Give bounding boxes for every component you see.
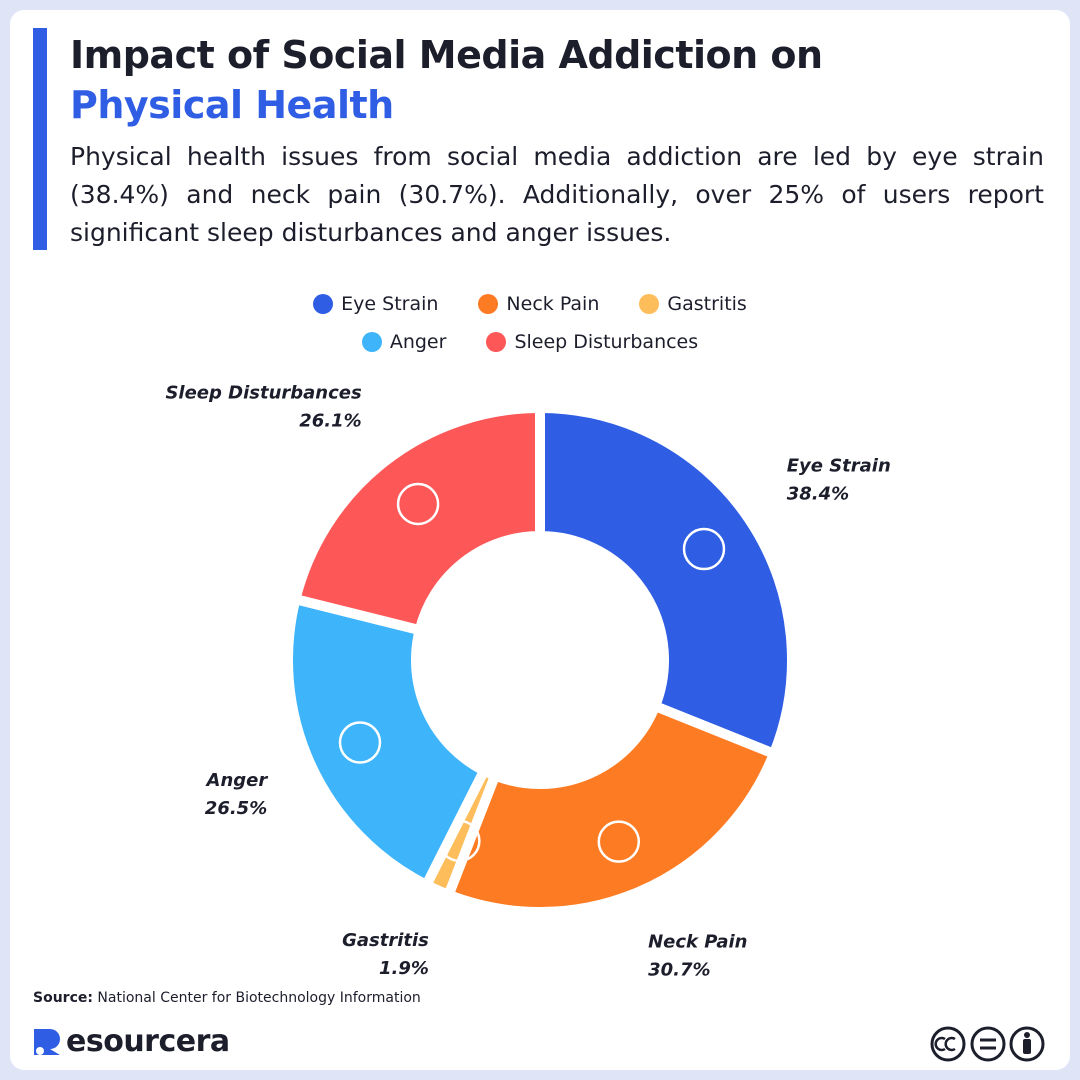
source-text: National Center for Biotechnology Inform… bbox=[97, 990, 421, 1006]
brand-logo bbox=[34, 1028, 60, 1055]
segment-icon bbox=[597, 820, 641, 863]
data-label-name: Sleep Disturbances bbox=[165, 382, 362, 403]
brand: esourcera bbox=[32, 1024, 230, 1059]
legend-item: Neck Pain bbox=[478, 292, 599, 316]
legend-swatch bbox=[313, 294, 334, 314]
legend-item: Eye Strain bbox=[313, 292, 438, 316]
data-label-name: Gastritis bbox=[342, 930, 429, 951]
donut-segment bbox=[283, 593, 491, 892]
legend-label: Sleep Disturbances bbox=[514, 331, 699, 353]
donut-segment bbox=[442, 699, 781, 917]
title: Impact of Social Media Addiction on Physi… bbox=[70, 30, 1050, 130]
legend-label: Anger bbox=[389, 331, 447, 353]
data-label-value: 38.4% bbox=[787, 484, 849, 505]
legend-swatch bbox=[639, 294, 660, 314]
data-label-name: Neck Pain bbox=[648, 931, 747, 952]
legend-swatch bbox=[361, 332, 382, 352]
donut-segment bbox=[535, 402, 797, 761]
data-label-name: Anger bbox=[205, 770, 269, 791]
legend-label: Neck Pain bbox=[506, 293, 600, 315]
legend-swatch bbox=[478, 294, 499, 314]
segment-icon bbox=[338, 721, 382, 764]
title-highlight: Physical Health bbox=[70, 83, 394, 127]
data-label-value: 26.5% bbox=[205, 798, 267, 819]
legend: Eye Strain Neck Pain Gastritis Anger Sleep D… bbox=[270, 292, 790, 354]
legend-swatch bbox=[486, 332, 507, 352]
license-icons bbox=[930, 1026, 1045, 1062]
legend-label: Eye Strain bbox=[341, 293, 439, 315]
segment-icon bbox=[682, 527, 726, 571]
legend-label: Gastritis bbox=[667, 293, 747, 315]
data-label-value: 26.1% bbox=[299, 410, 361, 431]
data-label-value: 30.7% bbox=[648, 959, 710, 980]
segment-icon bbox=[396, 482, 440, 526]
source: Source: National Center for Biotechnolog… bbox=[33, 990, 421, 1006]
accent-bar bbox=[33, 28, 47, 250]
legend-item: Gastritis bbox=[639, 292, 747, 316]
legend-item: Anger bbox=[361, 330, 447, 354]
legend-item: Sleep Disturbances bbox=[486, 330, 698, 354]
title-text: Impact of Social Media Addiction on bbox=[70, 33, 823, 77]
data-label-value: 1.9% bbox=[379, 958, 429, 979]
donut-segment bbox=[289, 402, 545, 637]
brand-text: esourcera bbox=[66, 1024, 230, 1059]
source-label: Source: bbox=[33, 990, 93, 1006]
data-label-name: Eye Strain bbox=[787, 456, 891, 477]
subtitle: Physical health issues from social media… bbox=[70, 142, 1044, 247]
